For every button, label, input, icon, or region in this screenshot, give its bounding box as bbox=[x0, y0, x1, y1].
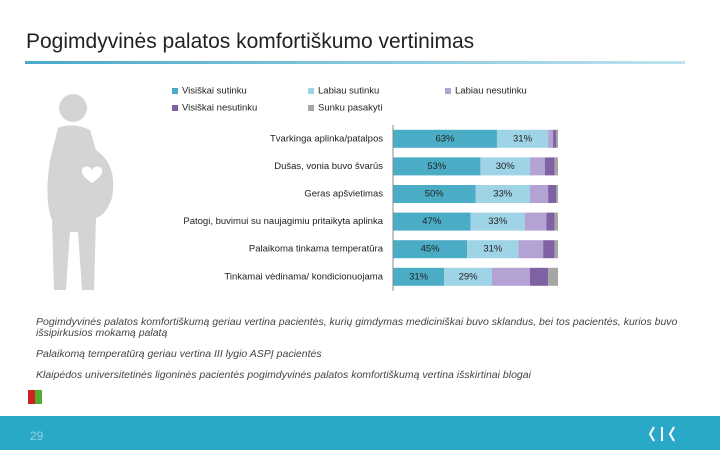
footer-logo bbox=[648, 426, 675, 442]
bar-segment bbox=[554, 212, 558, 231]
data-label: 33% bbox=[488, 216, 508, 227]
bar-segment bbox=[553, 129, 557, 148]
bar-segment bbox=[467, 240, 519, 259]
chart: Visiškai sutinku Labiau sutinku Labiau nes… bbox=[47, 86, 558, 291]
data-label: 30% bbox=[496, 161, 516, 172]
bar-segment bbox=[393, 240, 468, 259]
data-label: 29% bbox=[459, 271, 479, 282]
note: Pogimdyvinės palatos komfortiškumą geria… bbox=[36, 316, 678, 339]
bar-segment bbox=[470, 212, 525, 231]
bar-segment bbox=[548, 267, 558, 286]
page-number: 29 bbox=[30, 429, 44, 443]
data-label: 31% bbox=[513, 133, 533, 144]
data-label: 31% bbox=[483, 244, 503, 255]
bar-segment bbox=[475, 185, 530, 203]
data-label: 33% bbox=[493, 189, 513, 200]
bar-segment bbox=[496, 129, 549, 148]
legend-label: Labiau sutinku bbox=[318, 86, 379, 97]
data-label: 45% bbox=[421, 244, 441, 255]
bar-segment bbox=[544, 157, 555, 176]
bar-segment bbox=[556, 185, 558, 203]
bar-segment bbox=[518, 240, 544, 259]
bar-segment bbox=[554, 240, 558, 259]
logo bbox=[28, 390, 42, 404]
bar-segment bbox=[393, 212, 471, 231]
bar-segment bbox=[548, 129, 554, 148]
bar-segment bbox=[556, 129, 558, 148]
data-label: 31% bbox=[409, 271, 429, 282]
legend-swatch bbox=[172, 88, 178, 94]
bar-segment bbox=[529, 185, 549, 203]
bar-segment bbox=[529, 157, 545, 176]
bar-segment bbox=[393, 185, 476, 203]
bar-segment bbox=[525, 212, 547, 231]
legend-swatch bbox=[172, 105, 178, 111]
bar-segment bbox=[529, 267, 549, 286]
legend-swatch bbox=[445, 88, 451, 94]
category-label: Geras apšvietimas bbox=[304, 189, 383, 200]
bar-segment bbox=[548, 185, 557, 203]
legend-label: Labiau nesutinku bbox=[455, 86, 527, 97]
category-label: Patogi, buvimui su naujagimiu pritaikyta… bbox=[183, 216, 383, 227]
note: Klaipėdos universitetinės ligoninės paci… bbox=[36, 369, 531, 381]
bar-segment bbox=[492, 267, 530, 286]
bar-segment bbox=[444, 267, 492, 286]
data-label: 47% bbox=[422, 216, 442, 227]
bar-segment bbox=[393, 129, 497, 148]
note: Palaikomą temperatūrą geriau vertina III… bbox=[36, 348, 322, 360]
legend-label: Visiškai sutinku bbox=[182, 86, 247, 97]
data-label: 63% bbox=[435, 133, 455, 144]
legend-label: Sunku pasakyti bbox=[318, 103, 382, 114]
category-label: Tvarkinga aplinka/patalpos bbox=[270, 133, 383, 144]
bar-segment bbox=[546, 212, 555, 231]
legend-label: Visiškai nesutinku bbox=[182, 103, 257, 114]
bar-segment bbox=[543, 240, 555, 259]
bar-segment bbox=[554, 157, 558, 176]
bar-segment bbox=[393, 157, 481, 176]
legend-swatch bbox=[308, 88, 314, 94]
title-underline bbox=[25, 61, 685, 64]
footer-bar bbox=[0, 416, 720, 450]
legend-swatch bbox=[308, 105, 314, 111]
category-label: Dušas, vonia buvo švarūs bbox=[274, 161, 383, 172]
category-label: Palaikoma tinkama temperatūra bbox=[249, 244, 384, 255]
slide-title: Pogimdyvinės palatos komfortiškumo verti… bbox=[26, 30, 475, 53]
bar-segment bbox=[480, 157, 530, 176]
data-label: 50% bbox=[425, 189, 445, 200]
data-label: 53% bbox=[427, 161, 447, 172]
pregnant-silhouette bbox=[47, 94, 114, 290]
category-label: Tinkamai vėdinama/ kondicionuojama bbox=[224, 271, 383, 282]
bar-segment bbox=[393, 267, 445, 286]
